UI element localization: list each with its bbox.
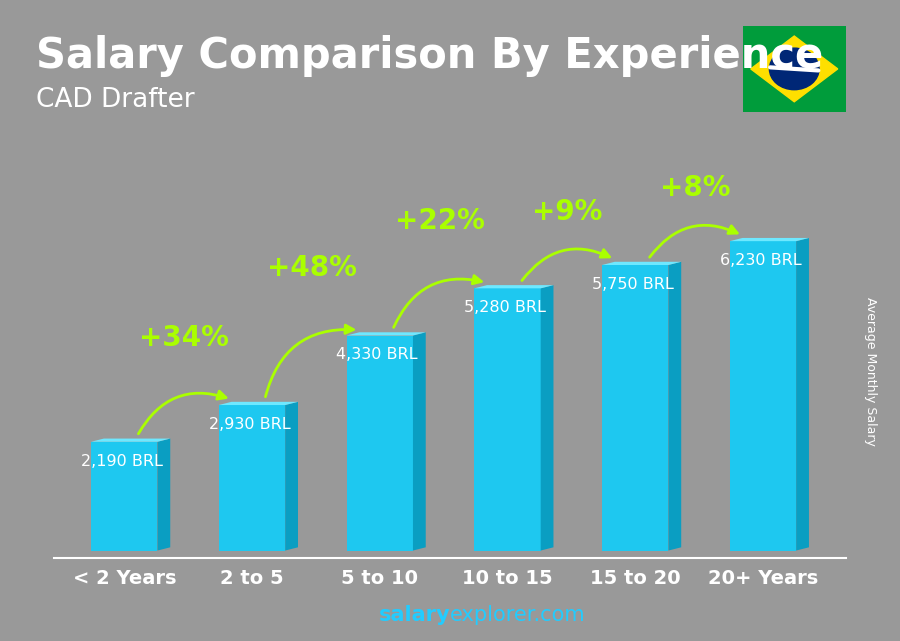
Text: 2,190 BRL: 2,190 BRL: [81, 454, 163, 469]
Bar: [474, 288, 541, 551]
Polygon shape: [413, 332, 426, 551]
Text: +9%: +9%: [532, 198, 603, 226]
Text: +8%: +8%: [660, 174, 731, 203]
FancyArrowPatch shape: [770, 67, 818, 71]
Polygon shape: [158, 438, 170, 551]
Text: 5,750 BRL: 5,750 BRL: [592, 277, 673, 292]
Bar: [602, 265, 669, 551]
Text: Average Monthly Salary: Average Monthly Salary: [865, 297, 878, 446]
Text: +22%: +22%: [395, 207, 485, 235]
Text: salary: salary: [378, 605, 450, 625]
Text: explorer.com: explorer.com: [450, 605, 586, 625]
Text: 5,280 BRL: 5,280 BRL: [464, 300, 546, 315]
Text: 2,930 BRL: 2,930 BRL: [209, 417, 291, 432]
Polygon shape: [730, 238, 809, 241]
Bar: [219, 405, 285, 551]
Polygon shape: [751, 36, 838, 102]
Text: +48%: +48%: [267, 254, 357, 282]
Text: 4,330 BRL: 4,330 BRL: [337, 347, 418, 362]
Text: +34%: +34%: [140, 324, 230, 352]
Text: CAD Drafter: CAD Drafter: [36, 87, 194, 113]
Polygon shape: [541, 285, 554, 551]
Polygon shape: [219, 402, 298, 405]
Bar: [346, 335, 413, 551]
Polygon shape: [602, 262, 681, 265]
Polygon shape: [474, 285, 554, 288]
Polygon shape: [91, 438, 170, 442]
Polygon shape: [346, 332, 426, 335]
Bar: [730, 241, 796, 551]
Polygon shape: [285, 402, 298, 551]
Polygon shape: [796, 238, 809, 551]
Circle shape: [770, 48, 819, 90]
Polygon shape: [669, 262, 681, 551]
Text: Salary Comparison By Experience: Salary Comparison By Experience: [36, 35, 824, 78]
Text: 6,230 BRL: 6,230 BRL: [720, 253, 801, 268]
Bar: [91, 442, 158, 551]
